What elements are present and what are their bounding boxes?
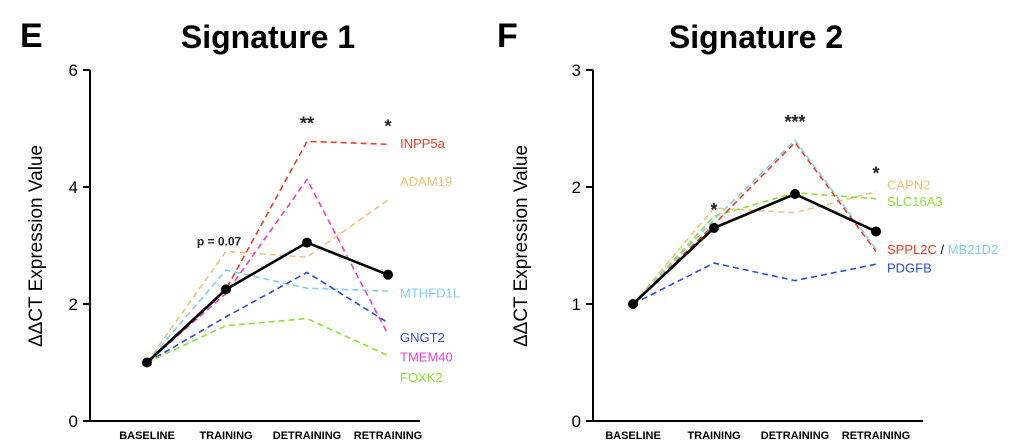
chart-title: Signature 1 (181, 19, 355, 55)
significance-marker: * (710, 200, 717, 220)
series-line-slc16a3 (632, 192, 877, 305)
data-point-mean (221, 284, 231, 295)
series-line-gngt2 (146, 271, 389, 364)
series-label-sppl2c: SPPL2C / MB21D2 (887, 242, 998, 257)
significance-marker: * (384, 116, 391, 136)
y-tick-label: 1 (572, 295, 581, 314)
chart-title: Signature 2 (669, 19, 843, 55)
chart-panel-f: F Signature 2 ΔΔCT Expression Value 0 1 2 3… (497, 17, 998, 442)
series-line-foxk2 (146, 317, 389, 364)
series-label-slc16a3: SLC16A3 (887, 194, 943, 209)
x-tick-label-baseline: BASELINE (605, 430, 661, 442)
series-label-gngt2: GNGT2 (400, 330, 445, 345)
data-point-mean (383, 269, 393, 280)
series-label-mthfd1l: MTHFD1L (400, 285, 460, 300)
y-tick-label: 0 (572, 412, 581, 431)
series-label-adam19: ADAM19 (400, 174, 452, 189)
x-tick-label-detraining: DETRAINING (273, 430, 341, 442)
p-value-annotation: p = 0.07 (197, 234, 242, 248)
y-tick-label: 4 (69, 178, 78, 197)
series-line-mean (146, 241, 389, 364)
series-label-pdgfb: PDGFB (887, 261, 932, 276)
series-label-capn2: CAPN2 (887, 178, 930, 193)
series-label-tmem40: TMEM40 (400, 350, 453, 365)
y-tick-label: 2 (572, 178, 581, 197)
x-tick-label-training: TRAINING (687, 430, 740, 442)
series-line-mthfd1l (146, 269, 389, 364)
y-axis-label: ΔΔCT Expression Value (26, 145, 47, 347)
series-label-foxk2: FOXK2 (400, 370, 443, 385)
x-tick-label-training: TRAINING (199, 430, 252, 442)
y-tick-label: 3 (572, 61, 581, 80)
x-tick-label-retraining: RETRAINING (354, 430, 422, 442)
data-point-mean (871, 226, 881, 237)
y-axis-label: ΔΔCT Expression Value (511, 145, 532, 347)
significance-marker: * (872, 164, 879, 184)
y-tick-label: 2 (69, 295, 78, 314)
data-point-mean (628, 299, 638, 309)
data-point-mean (302, 237, 312, 248)
series-label-inpp5a: INPP5a (400, 136, 446, 151)
significance-marker: ** (300, 113, 314, 133)
x-tick-label-retraining: RETRAINING (842, 430, 910, 442)
series-line-pdgfb (632, 262, 877, 305)
y-tick-label: 0 (69, 412, 78, 431)
series-line-capn2 (632, 190, 877, 305)
series-line-sppl2c (632, 141, 877, 305)
chart-panel-e: E Signature 1 ΔΔCT Expression Value 0 2 4 6… (20, 17, 460, 442)
series-line-mean (632, 192, 877, 305)
y-tick-label: 6 (69, 61, 78, 80)
series-line-adam19 (146, 199, 389, 363)
data-point-mean (709, 222, 719, 233)
panel-letter: F (497, 17, 518, 55)
data-point-mean (142, 357, 152, 368)
series-line-mb21d2 (632, 139, 877, 305)
panel-letter: E (20, 17, 43, 55)
data-point-mean (790, 189, 800, 200)
significance-marker: *** (784, 112, 805, 132)
series-line-tmem40 (146, 178, 389, 364)
x-tick-label-detraining: DETRAINING (761, 430, 829, 442)
x-tick-label-baseline: BASELINE (119, 430, 175, 442)
